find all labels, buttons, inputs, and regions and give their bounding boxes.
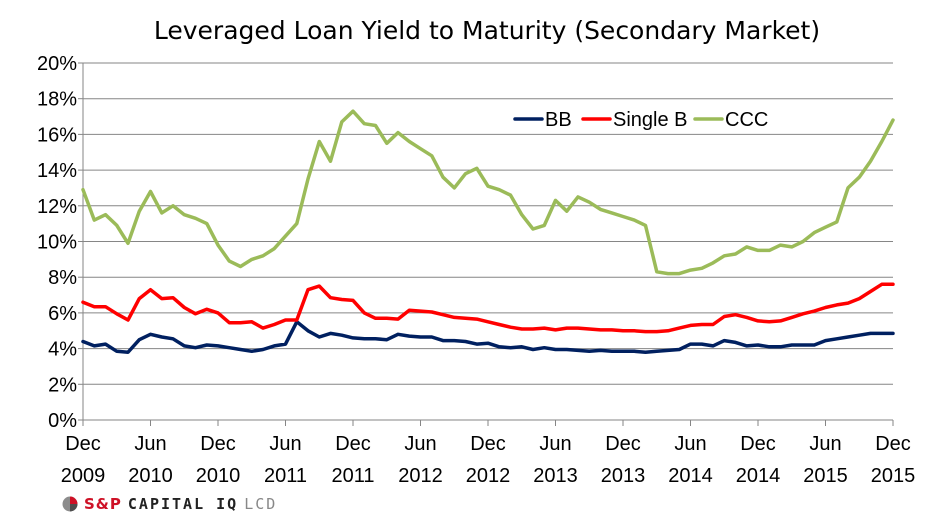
series-line-bb xyxy=(81,320,895,354)
x-tick-year: 2011 xyxy=(264,465,307,487)
legend-label-single-b: Single B xyxy=(613,109,688,131)
y-axis-ticks: 0% 2% 4% 6% 8% 10% 12% 14% 16% 18% 20% xyxy=(37,53,83,432)
y-tick-label: 10% xyxy=(37,232,77,254)
x-tick-month: Jun xyxy=(269,433,301,455)
series-lines xyxy=(81,109,895,354)
y-tick-label: 20% xyxy=(37,53,77,75)
x-tick-year: 2010 xyxy=(128,465,173,487)
x-tick-year: 2015 xyxy=(871,465,916,487)
brand-lcd: LCD xyxy=(244,495,278,513)
x-axis-ticks: Dec 2009 Jun 2010 Dec 2010 Jun 2011 Dec 2011 Jun 20… xyxy=(61,420,916,487)
x-tick-month: Jun xyxy=(539,433,571,455)
x-tick-month: Dec xyxy=(875,433,911,455)
chart-title: Leveraged Loan Yield to Maturity (Second… xyxy=(154,16,820,45)
x-tick-month: Jun xyxy=(404,433,436,455)
y-tick-label: 6% xyxy=(48,303,77,325)
x-tick-month: Jun xyxy=(674,433,706,455)
x-tick-year: 2010 xyxy=(196,465,241,487)
series-line-single-b xyxy=(81,282,895,334)
x-tick-year: 2009 xyxy=(61,465,106,487)
x-tick-year: 2011 xyxy=(331,465,374,487)
y-tick-label: 12% xyxy=(37,196,77,218)
x-tick-month: Dec xyxy=(335,433,371,455)
y-tick-label: 4% xyxy=(48,339,77,361)
x-tick-month: Dec xyxy=(740,433,776,455)
x-tick-year: 2013 xyxy=(601,465,646,487)
x-tick-month: Dec xyxy=(65,433,101,455)
y-tick-label: 14% xyxy=(37,160,77,182)
footer-brand: S&P CAPITAL IQ LCD xyxy=(62,494,277,514)
x-tick-year: 2012 xyxy=(466,465,511,487)
x-tick-month: Dec xyxy=(605,433,641,455)
x-tick-month: Dec xyxy=(200,433,236,455)
y-tick-label: 2% xyxy=(48,374,77,396)
brand-name: S&P xyxy=(84,495,122,513)
y-tick-label: 16% xyxy=(37,124,77,146)
gridlines xyxy=(82,62,893,421)
x-tick-month: Jun xyxy=(809,433,841,455)
legend-label-ccc: CCC xyxy=(725,109,768,131)
brand-capital-iq: CAPITAL IQ xyxy=(127,495,239,513)
x-tick-year: 2015 xyxy=(803,465,848,487)
legend: BB Single B CCC xyxy=(513,109,768,131)
x-tick-year: 2013 xyxy=(533,465,578,487)
x-tick-year: 2012 xyxy=(398,465,443,487)
x-tick-year: 2014 xyxy=(668,465,713,487)
series-line-ccc xyxy=(81,109,895,276)
x-tick-year: 2014 xyxy=(736,465,781,487)
legend-label-bb: BB xyxy=(545,109,572,131)
y-tick-label: 0% xyxy=(48,410,77,432)
x-tick-month: Dec xyxy=(470,433,506,455)
y-tick-label: 8% xyxy=(48,267,77,289)
sp-logo-icon xyxy=(62,496,78,512)
line-chart: Leveraged Loan Yield to Maturity (Second… xyxy=(37,16,916,487)
y-tick-label: 18% xyxy=(37,89,77,111)
x-tick-month: Jun xyxy=(134,433,166,455)
